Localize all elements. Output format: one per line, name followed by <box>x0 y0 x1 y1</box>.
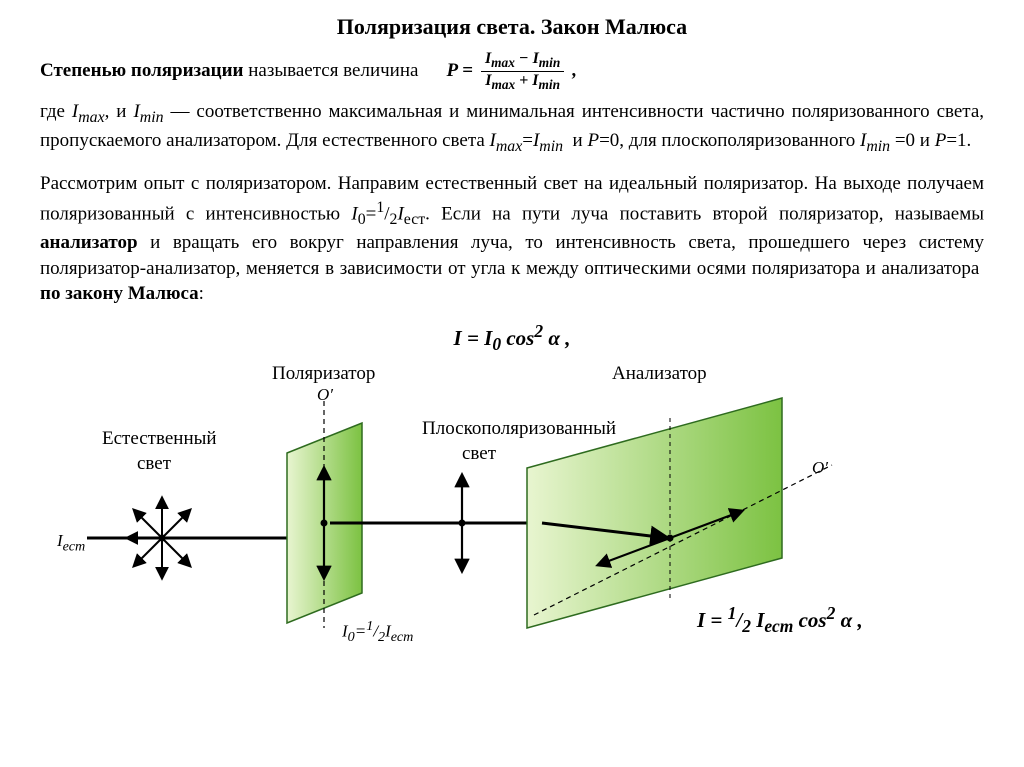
lead-row: Степенью поляризации называется величина… <box>40 50 984 93</box>
lead-text: Степенью поляризации называется величина <box>40 60 418 82</box>
lead-bold: Степенью поляризации <box>40 60 244 81</box>
diagram-svg <box>42 363 982 643</box>
formula-P-fraction: Imax − Imin Imax + Imin <box>481 50 564 93</box>
lead-rest: называется величина <box>244 60 419 81</box>
page-title: Поляризация света. Закон Малюса <box>40 14 984 40</box>
diagram: Поляризатор Анализатор Естественный свет… <box>42 363 982 643</box>
formula-P-num: Imax − Imin <box>481 50 564 71</box>
formula-degree-polarization: P = Imax − Imin Imax + Imin , <box>446 50 577 93</box>
formula-P-den: Imax + Imin <box>481 71 564 93</box>
formula-P-left: P = <box>446 60 472 82</box>
paragraph-1: где Imax, и Imin — соответственно максим… <box>40 99 984 157</box>
paragraph-2: Рассмотрим опыт с поляризатором. Направи… <box>40 171 984 307</box>
formula-malus: I = I0 cos2 α , <box>40 321 984 355</box>
formula-P-tail: , <box>572 60 577 82</box>
